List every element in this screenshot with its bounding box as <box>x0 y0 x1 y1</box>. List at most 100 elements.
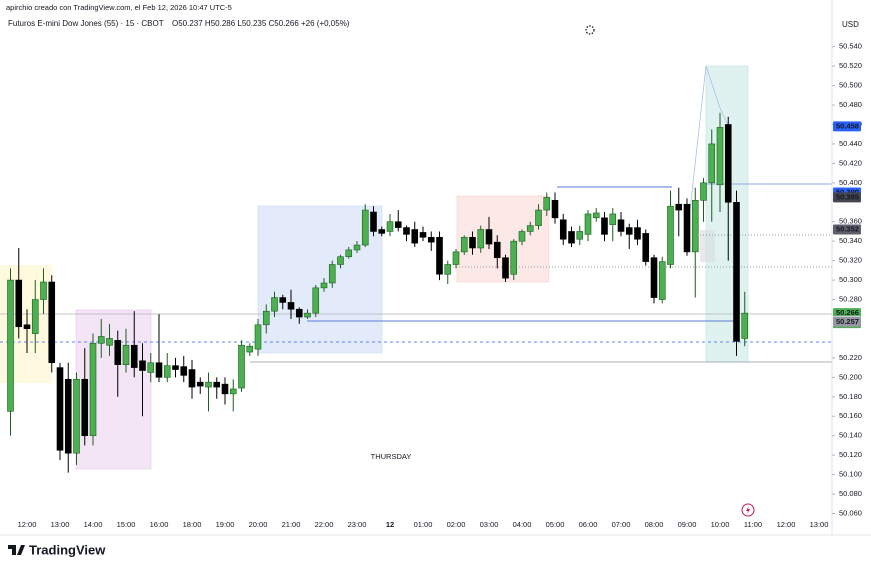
y-tick-label: 50.320 <box>839 256 862 265</box>
candle-body <box>130 344 138 368</box>
candle-body <box>287 302 295 310</box>
y-tick-label: 50.420 <box>839 158 862 167</box>
y-tick-label: 50.140 <box>839 431 862 440</box>
x-tick-label: 19:00 <box>216 520 235 529</box>
candle-body <box>312 287 320 314</box>
candle-body <box>188 369 196 388</box>
y-tick-label: 50.200 <box>839 372 862 381</box>
candle-body <box>436 236 443 275</box>
candle-body <box>386 221 394 232</box>
y-tick-label: 50.060 <box>839 508 862 517</box>
x-tick-label: 14:00 <box>84 520 103 529</box>
candle-body <box>229 388 237 395</box>
candle-body <box>73 378 80 454</box>
event-icon[interactable] <box>741 503 755 517</box>
x-tick-label: 22:00 <box>315 520 334 529</box>
x-tick-label: 02:00 <box>447 520 466 529</box>
price-tag-label: 50.458 <box>836 121 859 130</box>
candle-body <box>617 219 625 232</box>
candle-body <box>328 264 336 284</box>
x-tick-label: 15:00 <box>117 520 136 529</box>
x-tick-label: 04:00 <box>513 520 532 529</box>
y-tick-label: 50.180 <box>839 392 862 401</box>
candle-body <box>741 312 749 339</box>
y-tick-label: 50.160 <box>839 411 862 420</box>
author-line: apirchio creado con TradingView.com, el … <box>6 3 232 12</box>
x-tick-label: 13:00 <box>810 520 829 529</box>
candle-body <box>31 299 39 334</box>
x-tick-label: 11:00 <box>744 520 762 529</box>
candle-body <box>460 236 468 253</box>
candle-body <box>370 211 377 232</box>
candle-body <box>485 229 493 245</box>
candle-body <box>262 310 270 326</box>
candle-body <box>667 205 674 265</box>
x-tick-label: 16:00 <box>150 520 169 529</box>
candle-body <box>683 203 691 253</box>
y-tick-label: 50.280 <box>839 295 862 304</box>
candle-body <box>56 367 64 451</box>
candle-body <box>584 213 592 235</box>
candle-body <box>196 381 204 387</box>
candle-body <box>114 340 122 365</box>
x-tick-label: 03:00 <box>480 520 499 529</box>
candle-body <box>493 241 501 259</box>
x-tick-label: 10:00 <box>711 520 730 529</box>
candle-body <box>452 251 460 265</box>
candle-body <box>650 257 658 298</box>
candle-body <box>551 200 559 219</box>
candle-body <box>427 236 435 243</box>
candle-body <box>609 213 617 225</box>
candle-body <box>97 336 105 344</box>
price-tag <box>833 224 861 235</box>
y-tick-label: 50.540 <box>839 42 862 51</box>
candle-body <box>353 244 361 251</box>
price-tag <box>833 121 861 132</box>
candle-body <box>320 282 328 289</box>
candle-body <box>172 365 179 370</box>
x-tick-label: 18:00 <box>183 520 202 529</box>
candle-body <box>543 197 551 211</box>
y-tick-label: 50.360 <box>839 217 862 226</box>
y-tick-label: 50.520 <box>839 61 862 70</box>
y-tick-label: 50.340 <box>839 236 862 245</box>
price-tag-label: 50.266 <box>836 308 859 317</box>
candle-body <box>15 279 23 328</box>
x-tick-label: 12 <box>386 520 394 529</box>
candle-body <box>337 256 344 265</box>
candle-body <box>559 219 567 240</box>
price-tag-label: 50.385 <box>836 192 859 201</box>
candle-body <box>155 362 163 378</box>
y-tick-label: 50.480 <box>839 100 862 109</box>
candle-body <box>518 231 526 242</box>
candle-body <box>535 209 542 226</box>
candle-body <box>81 378 89 436</box>
candle-body <box>23 324 31 329</box>
price-tag <box>833 192 861 203</box>
candle-body <box>163 365 171 378</box>
candle-body <box>691 200 699 253</box>
candle-body <box>246 345 254 353</box>
candle-body <box>477 229 485 249</box>
candle-body <box>279 297 287 303</box>
x-tick-label: 20:00 <box>249 520 268 529</box>
candle-body <box>510 240 518 275</box>
candle-body <box>658 261 666 300</box>
brand-logo <box>8 545 25 555</box>
x-tick-label: 23:00 <box>348 520 367 529</box>
zone <box>705 65 749 363</box>
x-tick-label: 12:00 <box>18 520 37 529</box>
y-tick-label: 50.500 <box>839 81 862 90</box>
loading-icon <box>585 25 595 35</box>
brand-name: TradingView <box>29 542 106 557</box>
candle-body <box>180 366 188 376</box>
candle-body <box>345 249 353 258</box>
candle-body <box>254 324 262 350</box>
candle-body <box>724 124 732 203</box>
x-tick-label: 08:00 <box>645 520 664 529</box>
zone <box>75 309 152 470</box>
x-tick-label: 21:00 <box>282 520 301 529</box>
price-tag-label: 50.352 <box>836 224 859 233</box>
candle-body <box>40 281 47 300</box>
